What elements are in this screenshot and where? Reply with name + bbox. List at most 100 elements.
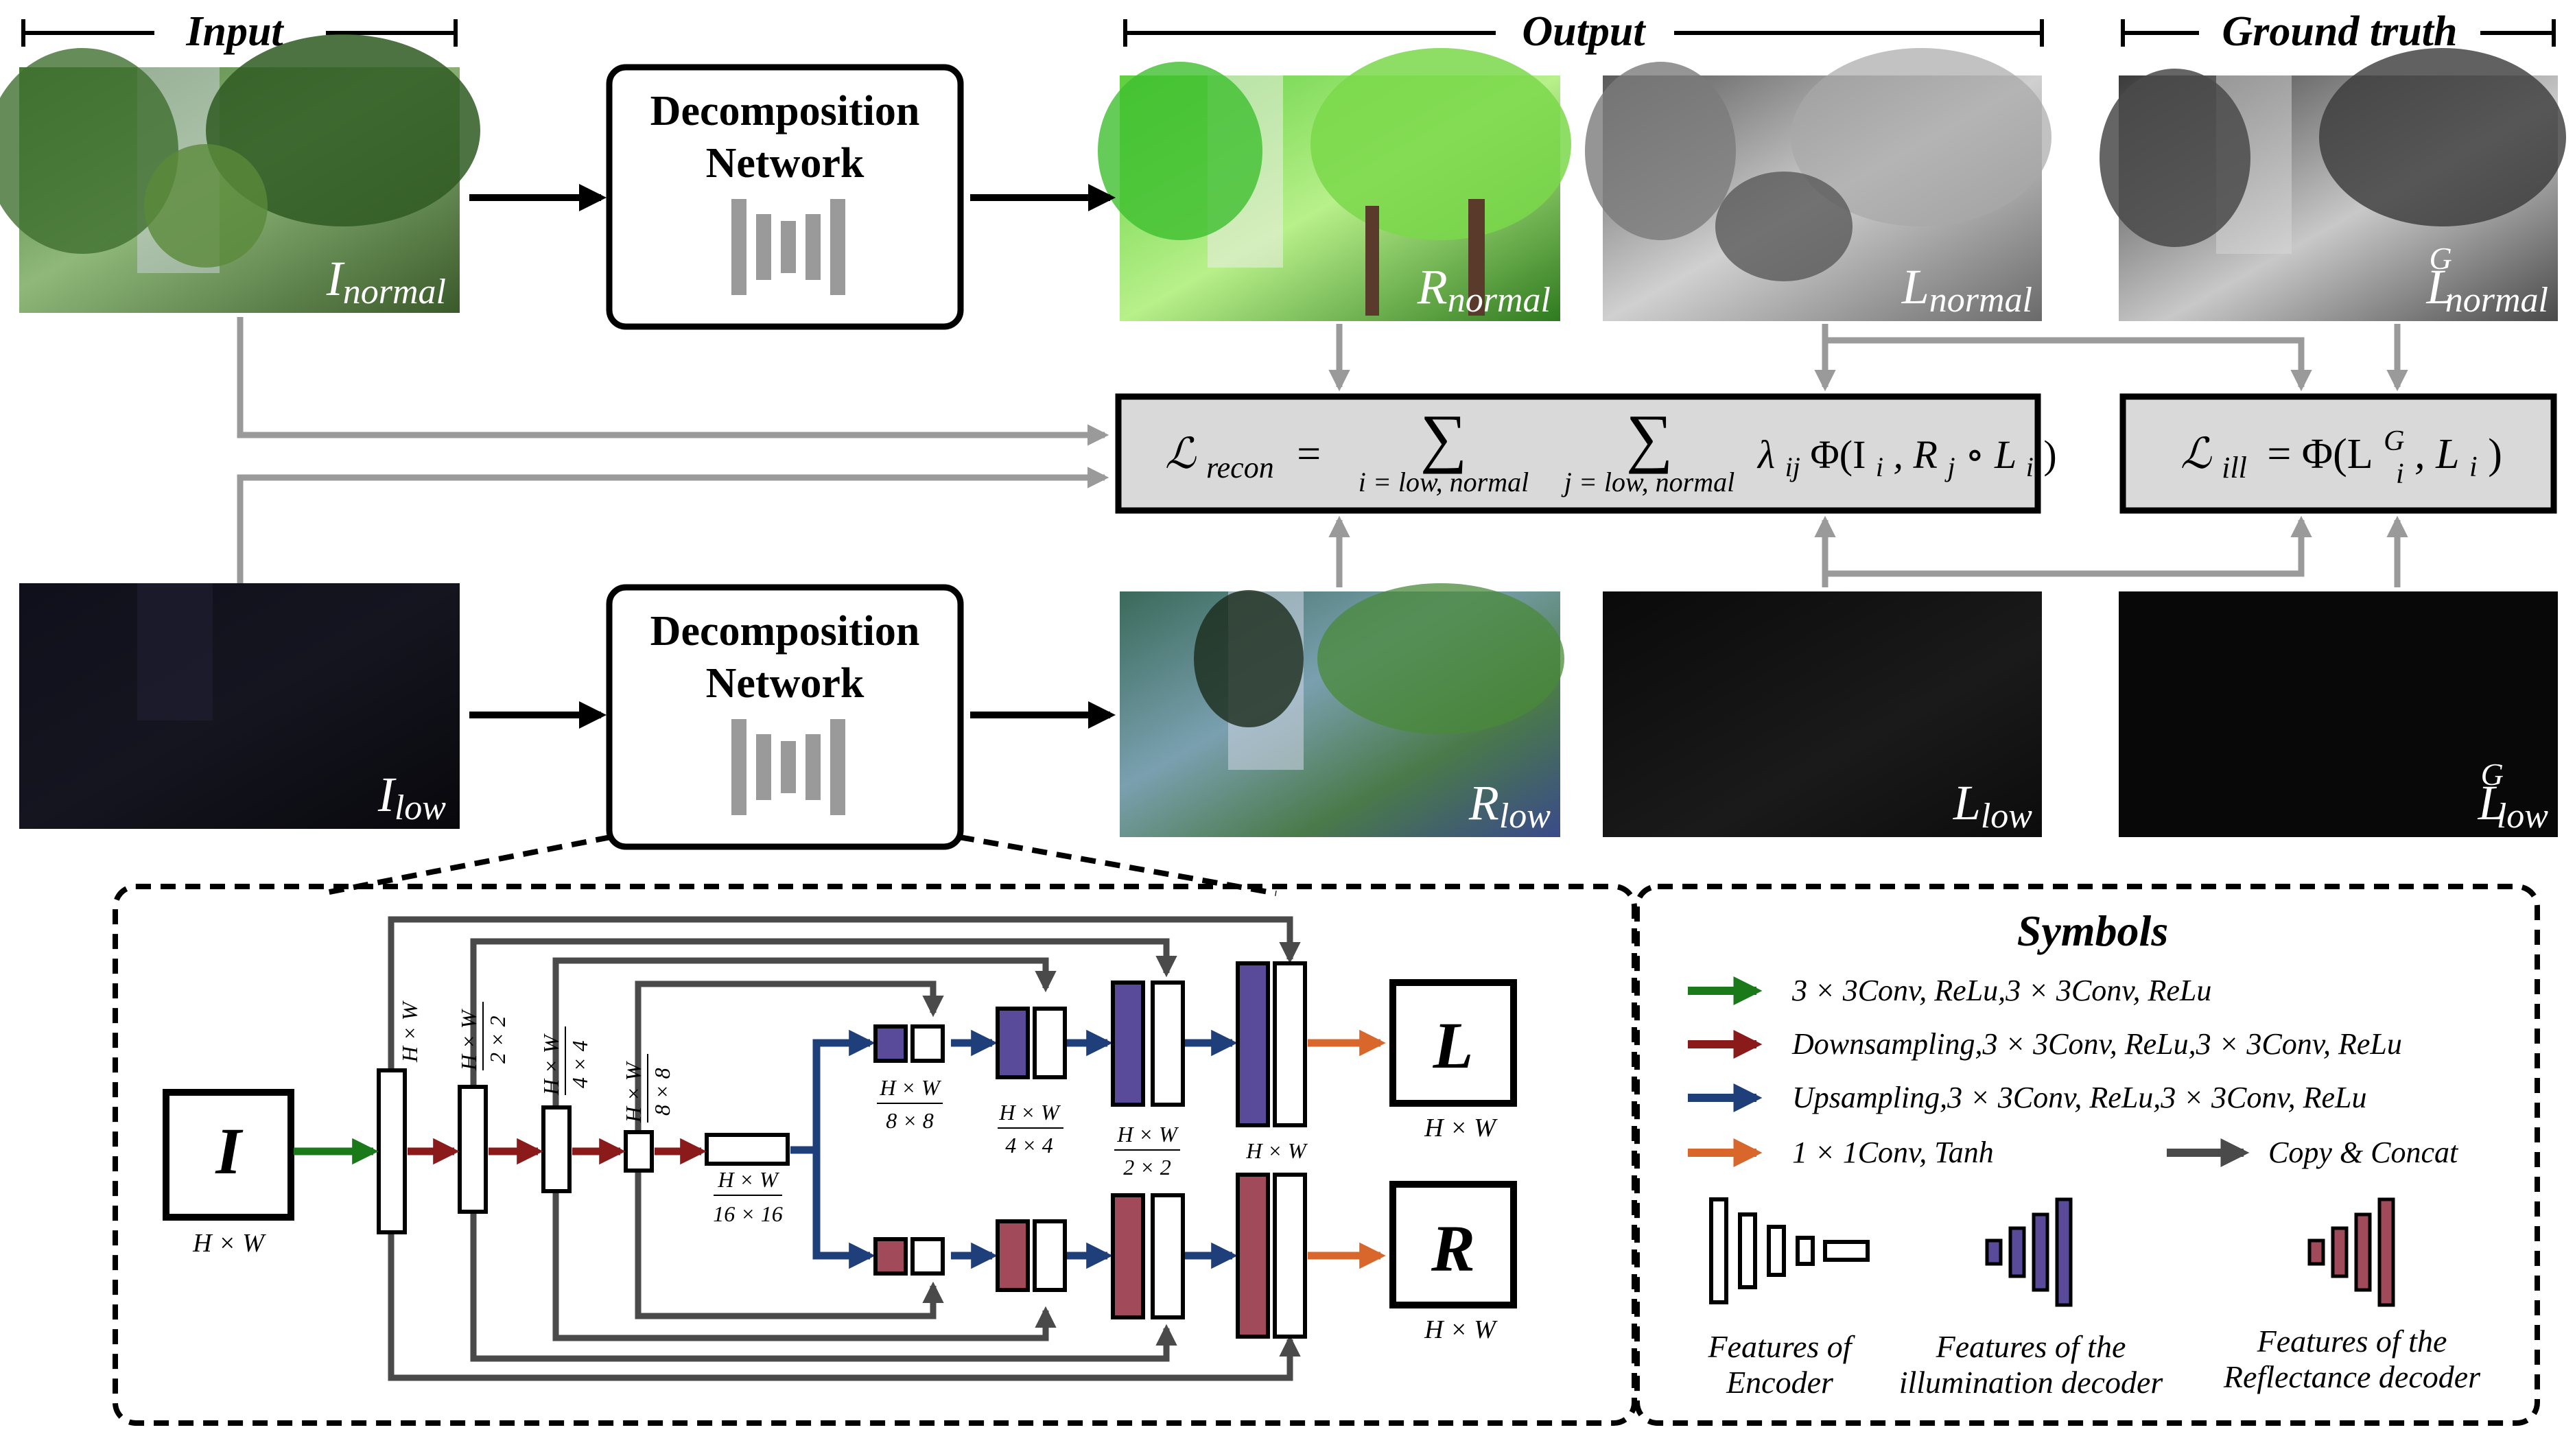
legend-tanh-text: 1 × 1Conv, Tanh (1792, 1136, 1994, 1169)
illumination-features-line1: Features of the (1936, 1329, 2126, 1364)
image-l-normal: Lnormal (1585, 48, 2051, 321)
loss-input-arrows (237, 317, 2408, 587)
enc-size-1: H × W (397, 1000, 422, 1063)
image-l-low: Llow (1603, 591, 2042, 837)
tanh-arrows (1308, 1029, 1386, 1269)
i-normal-label: Inormal (326, 251, 446, 312)
skip-connections (388, 916, 1301, 1381)
header-input: Input (21, 5, 458, 60)
encoder-block-4 (624, 1130, 654, 1173)
svg-text:8 × 8: 8 × 8 (650, 1068, 674, 1116)
svg-text:ℒ recon =: ℒ recon = (1165, 431, 1323, 487)
legend-conv-text: 3 × 3Conv, ReLu,3 × 3Conv, ReLu (1791, 974, 2211, 1007)
svg-text:2 × 2: 2 × 2 (485, 1015, 510, 1064)
recon-loss-box: ℒ recon = ∑ i = low, normal ∑ j = low, n… (1115, 393, 2057, 514)
encoder-block-3 (541, 1105, 572, 1193)
svg-text:H × W: H × W (456, 1008, 481, 1071)
reflectance-features-line2: Reflectance decoder (2223, 1359, 2481, 1394)
input-i-box (163, 1089, 294, 1221)
legend-copy-text: Copy & Concat (2268, 1136, 2459, 1169)
output-l-box (1389, 979, 1517, 1107)
lg-low-label: LG low (2478, 757, 2549, 836)
output-r-size: H × W (1424, 1315, 1498, 1344)
encoder-features-line1: Features of (1707, 1329, 1855, 1364)
svg-text:Decomposition: Decomposition (650, 88, 920, 134)
illumination-features-icon (1985, 1197, 2073, 1307)
upsample-arrows (790, 1029, 1238, 1269)
dec-size-4: H × W (1245, 1138, 1308, 1163)
output-r-box (1389, 1181, 1517, 1308)
symbols-title: Symbols (2017, 906, 2168, 955)
input-i-label: I (215, 1114, 244, 1188)
svg-text:Network: Network (706, 140, 865, 187)
svg-text:H × W: H × W (998, 1100, 1061, 1125)
i-low-label: Ilow (377, 767, 446, 827)
l-low-label: Llow (1953, 775, 2032, 836)
encoder-block-2 (458, 1085, 488, 1214)
header-ground-truth-label: Ground truth (2222, 8, 2458, 55)
legend-down-text: Downsampling,3 × 3Conv, ReLu,3 × 3Conv, … (1791, 1027, 2402, 1061)
svg-text:Decomposition: Decomposition (650, 608, 920, 655)
enc-size-2: H × W 2 × 2 (456, 1002, 510, 1071)
decomposition-network-bottom: Decomposition Network (606, 584, 964, 850)
header-output-label: Output (1522, 8, 1646, 55)
svg-text:H × W: H × W (621, 1060, 646, 1123)
enc-size-5: H × W 16 × 16 (713, 1167, 783, 1226)
decomposition-network-top: Decomposition Network (606, 64, 964, 330)
svg-text:4 × 4: 4 × 4 (567, 1040, 592, 1088)
header-input-label: Input (185, 8, 284, 55)
svg-text:H × W: H × W (879, 1075, 942, 1100)
enc-size-3: H × W 4 × 4 (539, 1026, 592, 1096)
input-size-label: H × W (192, 1229, 266, 1258)
dec-size-3: H × W 2 × 2 (1114, 1122, 1180, 1179)
image-r-low: Rlow (1120, 583, 1564, 837)
image-i-normal: Inormal (0, 34, 480, 313)
svg-text:H × W: H × W (539, 1033, 563, 1096)
image-lg-low: LG low (2119, 591, 2558, 837)
svg-text:4 × 4: 4 × 4 (1005, 1133, 1053, 1158)
dec-size-2: H × W 4 × 4 (998, 1100, 1063, 1158)
reflectance-decoder (873, 1173, 1307, 1339)
illumination-features-line2: illumination decoder (1899, 1365, 2164, 1400)
r-low-label: Rlow (1468, 775, 1551, 836)
image-r-normal: Rnormal (1098, 48, 1571, 321)
output-r-label: R (1431, 1212, 1475, 1285)
svg-text:∑: ∑ (1626, 401, 1673, 474)
l-normal-label: Lnormal (1901, 259, 2032, 320)
encoder-features-icon (1709, 1197, 1870, 1304)
svg-text:H × W: H × W (1116, 1122, 1179, 1147)
main-flow-arrows (469, 184, 1116, 729)
reflectance-features-line1: Features of the (2257, 1324, 2447, 1359)
svg-text:8 × 8: 8 × 8 (886, 1108, 934, 1133)
lg-normal-label: LG normal (2425, 241, 2548, 320)
image-i-low: Ilow (19, 583, 460, 829)
encoder-block-5 (705, 1133, 790, 1166)
svg-text:16 × 16: 16 × 16 (713, 1201, 783, 1226)
output-l-size: H × W (1424, 1114, 1498, 1142)
svg-text:H × W: H × W (717, 1167, 780, 1192)
svg-text:i = low, normal: i = low, normal (1359, 467, 1529, 497)
symbols-panel (1634, 884, 2540, 1426)
network-architecture: I H × W H × W H × W 2 × 2 H × W 4 × 4 H … (163, 916, 1517, 1381)
svg-text:2 × 2: 2 × 2 (1123, 1155, 1171, 1179)
ill-loss-box: ℒ ill = Φ(L G i , L i ) (2119, 393, 2557, 514)
svg-text:j = low, normal: j = low, normal (1561, 467, 1735, 497)
symbols-legend: Symbols 3 × 3Conv, ReLu,3 × 3Conv, ReLu … (1688, 906, 2481, 1400)
r-normal-label: Rnormal (1417, 259, 1551, 320)
output-l-label: L (1433, 1009, 1474, 1082)
dec-size-1: H × W 8 × 8 (877, 1075, 943, 1133)
zoom-lines (322, 834, 1277, 896)
header-output: Output (1123, 5, 2044, 60)
svg-text:Network: Network (706, 660, 865, 707)
encoder-block-1 (377, 1068, 407, 1234)
svg-text:∑: ∑ (1420, 401, 1467, 474)
svg-text:ℒ ill = Φ(L: ℒ ill = Φ(L G i , L i ) (2180, 413, 2502, 493)
legend-up-text: Upsampling,3 × 3Conv, ReLu,3 × 3Conv, Re… (1792, 1081, 2366, 1114)
header-ground-truth: Ground truth (2121, 5, 2556, 60)
illumination-decoder (873, 961, 1307, 1127)
image-lg-normal: LG normal (2100, 48, 2566, 321)
svg-text:λ ij Φ(I i: λ ij Φ(I i , R j ∘ L i ) (1756, 432, 2057, 485)
encoder-features-line2: Encoder (1726, 1365, 1834, 1400)
